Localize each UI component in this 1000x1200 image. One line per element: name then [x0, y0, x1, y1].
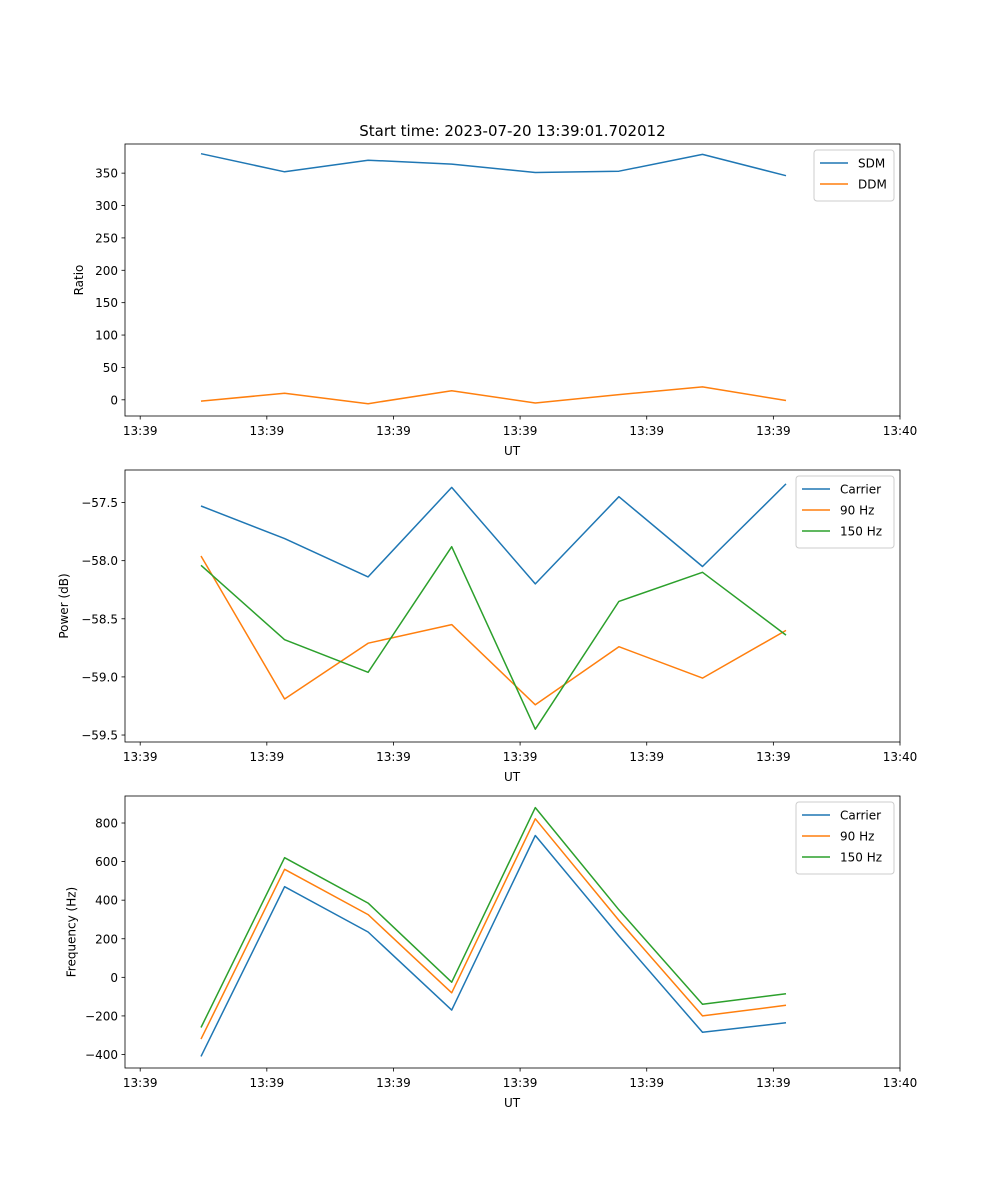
y-tick-label: 600 — [95, 855, 118, 869]
x-tick-label: 13:39 — [503, 424, 538, 438]
series-line-150-hz — [200, 806, 787, 1028]
y-tick-label: 0 — [110, 971, 118, 985]
x-tick-label: 13:39 — [123, 424, 158, 438]
legend-label: 150 Hz — [840, 851, 882, 865]
series-group — [200, 152, 787, 405]
x-axis-label: UT — [504, 444, 521, 458]
series-line-sdm — [200, 152, 787, 177]
y-tick-label: 150 — [95, 296, 118, 310]
series-line-carrier — [200, 834, 787, 1057]
legend: Carrier 90 Hz 150 Hz — [795, 801, 895, 875]
x-tick-label: 13:39 — [756, 424, 791, 438]
x-axis-label: UT — [504, 770, 521, 784]
y-tick-label: −58.5 — [81, 612, 118, 626]
y-tick-label: −200 — [85, 1009, 118, 1023]
x-tick-label: 13:39 — [250, 750, 285, 764]
legend-label: 150 Hz — [840, 525, 882, 539]
legend-label: SDM — [858, 157, 885, 171]
x-tick-label: 13:39 — [376, 424, 411, 438]
y-tick-label: 250 — [95, 231, 118, 245]
y-tick-label: 200 — [95, 932, 118, 946]
x-tick-label: 13:40 — [883, 1076, 918, 1090]
x-tick-label: 13:40 — [883, 750, 918, 764]
series-line-ddm — [200, 386, 787, 405]
figure-title: Start time: 2023-07-20 13:39:01.702012 — [359, 122, 665, 140]
series-group — [200, 483, 787, 730]
legend-label: Carrier — [840, 809, 881, 823]
x-tick-label: 13:39 — [629, 424, 664, 438]
legend-label: DDM — [858, 178, 887, 192]
series-line-90-hz — [200, 555, 787, 706]
legend: SDM DDM — [813, 149, 895, 202]
axes-root: 13:39 13:39 13:39 13:39 13:39 13:39 13:40 UT 0 50… — [57, 143, 918, 1110]
x-tick-label: 13:39 — [503, 750, 538, 764]
chart-2: 13:39 13:39 13:39 13:39 13:39 13:39 13:40 UT −59… — [57, 469, 918, 784]
y-tick-label: 100 — [95, 329, 118, 343]
x-axis-label: UT — [504, 1096, 521, 1110]
y-tick-label: 800 — [95, 817, 118, 831]
y-tick-label: 50 — [103, 361, 118, 375]
x-tick-label: 13:39 — [123, 1076, 158, 1090]
y-tick-label: −59.0 — [81, 670, 118, 684]
plot-frame — [124, 143, 901, 417]
x-tick-label: 13:40 — [883, 424, 918, 438]
x-tick-label: 13:39 — [376, 1076, 411, 1090]
legend-frame — [795, 801, 895, 875]
chart-3: 13:39 13:39 13:39 13:39 13:39 13:39 13:40 UT −40… — [65, 795, 918, 1110]
series-line-carrier — [200, 483, 787, 585]
y-axis-label: Frequency (Hz) — [65, 887, 79, 978]
legend-label: 90 Hz — [840, 830, 874, 844]
y-tick-label: 200 — [95, 264, 118, 278]
legend-label: Carrier — [840, 483, 881, 497]
y-axis-label: Ratio — [72, 265, 86, 296]
x-tick-label: 13:39 — [376, 750, 411, 764]
x-tick-label: 13:39 — [756, 1076, 791, 1090]
series-line-90-hz — [200, 818, 787, 1040]
y-axis-label: Power (dB) — [57, 573, 71, 638]
series-group — [200, 806, 787, 1057]
y-tick-label: 0 — [110, 393, 118, 407]
plot-frame — [124, 469, 901, 743]
plot-frame — [124, 795, 901, 1069]
y-tick-label: −400 — [85, 1048, 118, 1062]
x-tick-label: 13:39 — [250, 424, 285, 438]
x-tick-label: 13:39 — [629, 750, 664, 764]
y-tick-label: −57.5 — [81, 496, 118, 510]
chart-1: 13:39 13:39 13:39 13:39 13:39 13:39 13:40 UT 0 50… — [72, 143, 918, 458]
x-tick-label: 13:39 — [123, 750, 158, 764]
legend: Carrier 90 Hz 150 Hz — [795, 475, 895, 549]
y-tick-label: 300 — [95, 199, 118, 213]
y-tick-label: 400 — [95, 894, 118, 908]
x-tick-label: 13:39 — [756, 750, 791, 764]
x-tick-label: 13:39 — [250, 1076, 285, 1090]
y-tick-label: −58.0 — [81, 554, 118, 568]
legend-frame — [795, 475, 895, 549]
series-line-150-hz — [200, 545, 787, 730]
x-tick-label: 13:39 — [503, 1076, 538, 1090]
y-tick-label: −59.5 — [81, 729, 118, 743]
legend-label: 90 Hz — [840, 504, 874, 518]
y-tick-label: 350 — [95, 167, 118, 181]
x-tick-label: 13:39 — [629, 1076, 664, 1090]
